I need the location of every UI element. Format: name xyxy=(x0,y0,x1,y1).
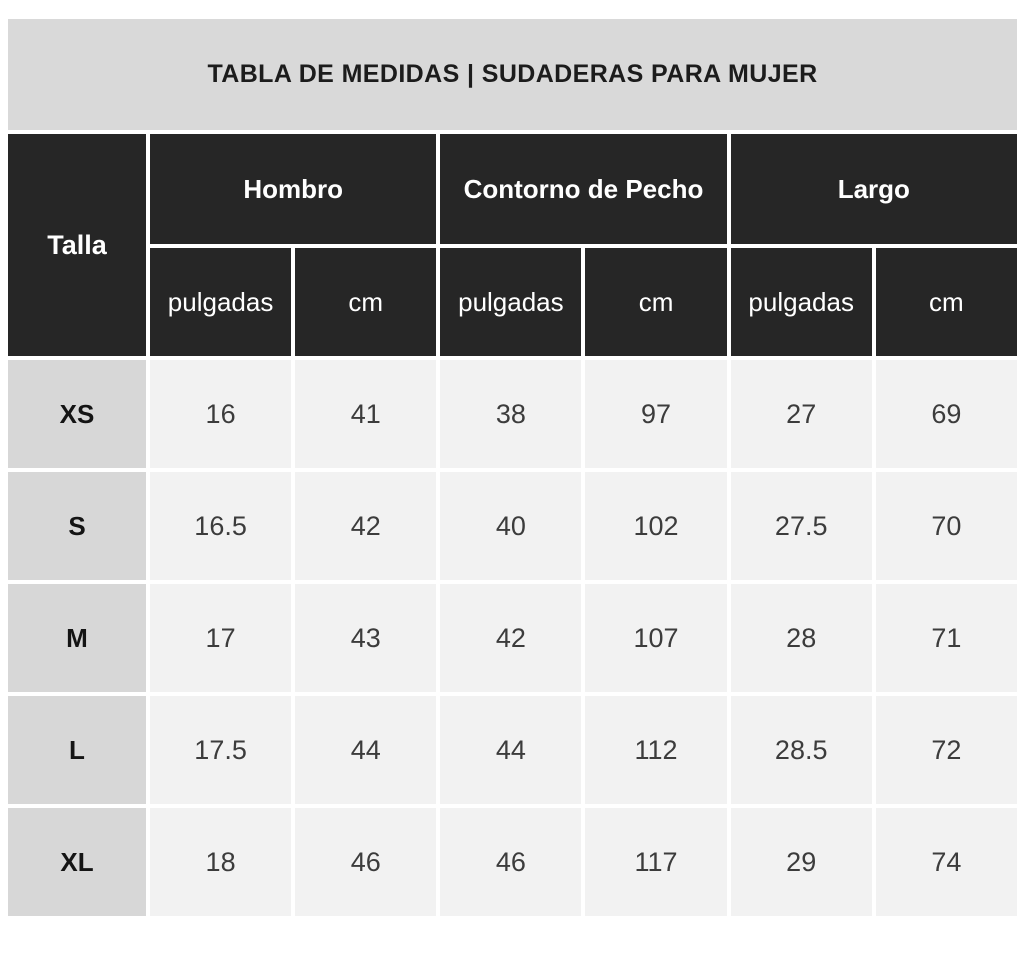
value-cell: 117 xyxy=(581,804,731,920)
value-cell: 46 xyxy=(436,804,586,920)
value-cell: 97 xyxy=(581,356,731,472)
unit-header-contorno-cm: cm xyxy=(581,244,731,360)
value-cell: 16.5 xyxy=(145,468,296,584)
value-cell: 46 xyxy=(291,804,441,920)
value-cell: 18 xyxy=(145,804,296,920)
unit-header-largo-cm: cm xyxy=(871,244,1022,360)
group-header-largo: Largo xyxy=(726,130,1022,248)
value-cell: 28.5 xyxy=(726,692,876,808)
value-cell: 69 xyxy=(871,356,1022,472)
value-cell: 17 xyxy=(145,580,296,696)
size-cell-l: L xyxy=(4,692,150,808)
value-cell: 74 xyxy=(871,804,1022,920)
table-row-l: L 17.5 44 44 112 28.5 72 xyxy=(4,692,1022,808)
table-row-m: M 17 43 42 107 28 71 xyxy=(4,580,1022,696)
value-cell: 28 xyxy=(726,580,876,696)
value-cell: 38 xyxy=(436,356,586,472)
column-header-talla: Talla xyxy=(4,130,150,360)
value-cell: 16 xyxy=(145,356,296,472)
table-row-xl: XL 18 46 46 117 29 74 xyxy=(4,804,1022,920)
group-header-row: Talla Hombro Contorno de Pecho Largo xyxy=(4,130,1022,360)
unit-header-row: pulgadas cm pulgadas cm pulgadas cm xyxy=(6,244,1022,360)
value-cell: 71 xyxy=(871,580,1022,696)
table-row-xs: XS 16 41 38 97 27 69 xyxy=(4,356,1022,472)
size-cell-s: S xyxy=(4,468,150,584)
value-cell: 40 xyxy=(436,468,586,584)
value-cell: 44 xyxy=(291,692,441,808)
unit-header-hombro-cm: cm xyxy=(291,244,441,360)
value-cell: 42 xyxy=(436,580,586,696)
value-cell: 41 xyxy=(291,356,441,472)
unit-header-hombro-pulgadas: pulgadas xyxy=(145,244,296,360)
unit-header-contorno-pulgadas: pulgadas xyxy=(436,244,586,360)
size-cell-m: M xyxy=(4,580,150,696)
value-cell: 107 xyxy=(581,580,731,696)
unit-header-largo-pulgadas: pulgadas xyxy=(726,244,876,360)
size-cell-xs: XS xyxy=(4,356,150,472)
value-cell: 43 xyxy=(291,580,441,696)
value-cell: 17.5 xyxy=(145,692,296,808)
table-row-s: S 16.5 42 40 102 27.5 70 xyxy=(4,468,1022,584)
value-cell: 44 xyxy=(436,692,586,808)
chart-title: TABLA DE MEDIDAS | SUDADERAS PARA MUJER xyxy=(4,15,1021,134)
title-row: TABLA DE MEDIDAS | SUDADERAS PARA MUJER xyxy=(4,15,1021,134)
value-cell: 27.5 xyxy=(726,468,876,584)
value-cell: 112 xyxy=(581,692,731,808)
value-cell: 29 xyxy=(726,804,876,920)
value-cell: 102 xyxy=(581,468,731,584)
group-header-contorno-de-pecho: Contorno de Pecho xyxy=(436,130,731,248)
group-header-hombro: Hombro xyxy=(145,130,441,248)
value-cell: 42 xyxy=(291,468,441,584)
value-cell: 70 xyxy=(871,468,1022,584)
value-cell: 72 xyxy=(871,692,1022,808)
size-cell-xl: XL xyxy=(4,804,150,920)
size-chart-table: TABLA DE MEDIDAS | SUDADERAS PARA MUJER … xyxy=(4,15,1022,920)
value-cell: 27 xyxy=(726,356,876,472)
